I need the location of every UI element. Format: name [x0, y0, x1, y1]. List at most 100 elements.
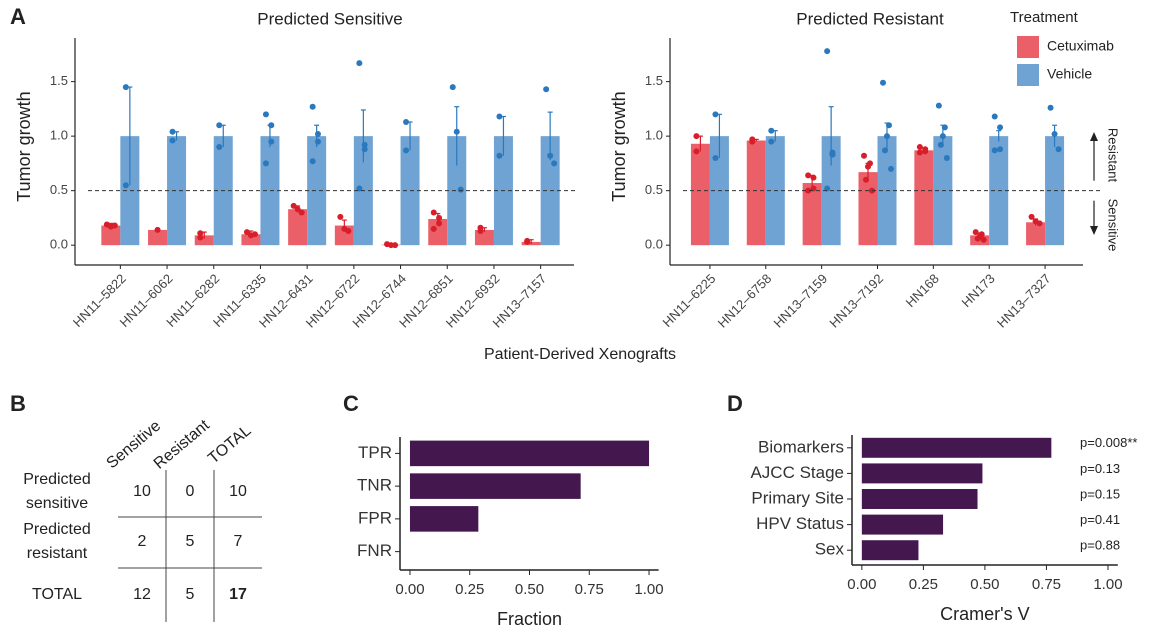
chart-title: Predicted Sensitive	[257, 9, 403, 28]
table-cell: 2	[138, 533, 147, 550]
bar	[914, 150, 934, 246]
bar	[802, 183, 822, 246]
data-point	[1051, 130, 1058, 137]
data-point	[861, 152, 867, 159]
figure-x-label: Patient-Derived Xenografts	[484, 346, 676, 363]
bar	[428, 219, 448, 246]
y-tick-label: TPR	[358, 443, 392, 462]
y-tick-label: 0.5	[50, 182, 68, 197]
data-point	[1036, 220, 1043, 227]
data-point	[449, 84, 456, 91]
data-point	[111, 222, 118, 229]
data-point	[430, 209, 437, 216]
data-point	[865, 163, 871, 170]
data-point	[1047, 104, 1054, 111]
x-axis-label: Cramer's V	[940, 604, 1029, 624]
x-tick-label: 0.75	[1032, 576, 1061, 593]
data-point	[169, 137, 176, 144]
bar	[101, 225, 121, 246]
data-point	[262, 160, 269, 167]
data-point	[309, 158, 316, 165]
data-point	[314, 138, 321, 145]
bar	[167, 136, 187, 246]
data-point	[262, 111, 269, 118]
data-point	[361, 141, 368, 148]
p-value: p=0.15	[1080, 486, 1120, 501]
p-value: p=0.41	[1080, 512, 1120, 527]
data-point	[216, 122, 223, 129]
bar	[409, 473, 581, 499]
data-point	[693, 133, 700, 140]
x-tick-label: 0.50	[970, 576, 999, 593]
data-point	[1055, 146, 1062, 153]
y-tick-label: 0.0	[50, 237, 68, 252]
data-point	[524, 238, 531, 245]
row-label: Predicted resistant	[23, 521, 91, 562]
bar	[1026, 222, 1046, 246]
data-point	[880, 79, 886, 86]
y-tick-label: FNR	[357, 541, 392, 560]
data-point	[403, 118, 410, 125]
data-point	[712, 154, 719, 161]
data-point	[122, 182, 129, 189]
data-point	[268, 138, 275, 145]
x-tick-label: HN12–6758	[715, 271, 775, 331]
p-value: p=0.13	[1080, 461, 1120, 476]
bar	[307, 136, 327, 246]
data-point	[888, 165, 894, 172]
legend-label: Vehicle	[1047, 66, 1092, 82]
data-point	[997, 124, 1004, 131]
data-point	[392, 242, 399, 249]
data-point	[693, 148, 700, 155]
column-header: Resistant	[151, 416, 213, 472]
p-value: p=0.008**	[1080, 435, 1137, 450]
data-point	[805, 172, 812, 179]
x-tick-label: 1.00	[1093, 576, 1122, 593]
y-tick-label: Biomarkers	[758, 437, 844, 456]
bar	[690, 143, 710, 246]
data-point	[298, 209, 305, 216]
x-axis-label: Fraction	[497, 609, 562, 629]
data-point	[943, 154, 950, 161]
data-point	[922, 148, 929, 155]
data-point	[496, 113, 503, 120]
arrow-head	[1090, 226, 1098, 235]
data-point	[314, 130, 321, 137]
y-tick-label: FPR	[358, 508, 392, 527]
x-tick-label: 0.00	[395, 581, 424, 598]
y-tick-label: 1.5	[645, 73, 663, 88]
data-point	[436, 220, 443, 227]
legend-title: Treatment	[1010, 9, 1079, 26]
legend-swatch	[1017, 64, 1039, 86]
data-point	[457, 186, 464, 193]
bar	[861, 540, 919, 561]
data-point	[345, 228, 352, 235]
x-tick-label: HN168	[903, 271, 942, 310]
data-point	[886, 122, 892, 129]
x-tick-label: 0.25	[909, 576, 938, 593]
data-point	[477, 228, 484, 235]
data-point	[882, 147, 888, 154]
bar	[288, 209, 308, 246]
data-point	[361, 146, 368, 153]
bar	[746, 140, 766, 246]
data-point	[197, 230, 204, 237]
x-tick-label: HN13–7327	[994, 271, 1054, 331]
data-point	[805, 187, 812, 194]
row-label: TOTAL	[32, 586, 82, 603]
table-cell: 17	[229, 586, 247, 603]
arrow-head	[1090, 132, 1098, 141]
data-point	[863, 176, 869, 183]
table-cell: 5	[186, 586, 195, 603]
data-point	[268, 122, 275, 129]
data-point	[290, 202, 297, 209]
y-tick-label: Sex	[815, 540, 845, 559]
data-point	[974, 235, 981, 242]
data-point	[768, 127, 775, 134]
data-point	[356, 60, 363, 67]
data-point	[356, 185, 363, 192]
x-tick-label: HN13–7159	[771, 271, 831, 331]
y-tick-label: 1.0	[50, 128, 68, 143]
bar	[120, 136, 140, 246]
data-point	[997, 146, 1004, 153]
